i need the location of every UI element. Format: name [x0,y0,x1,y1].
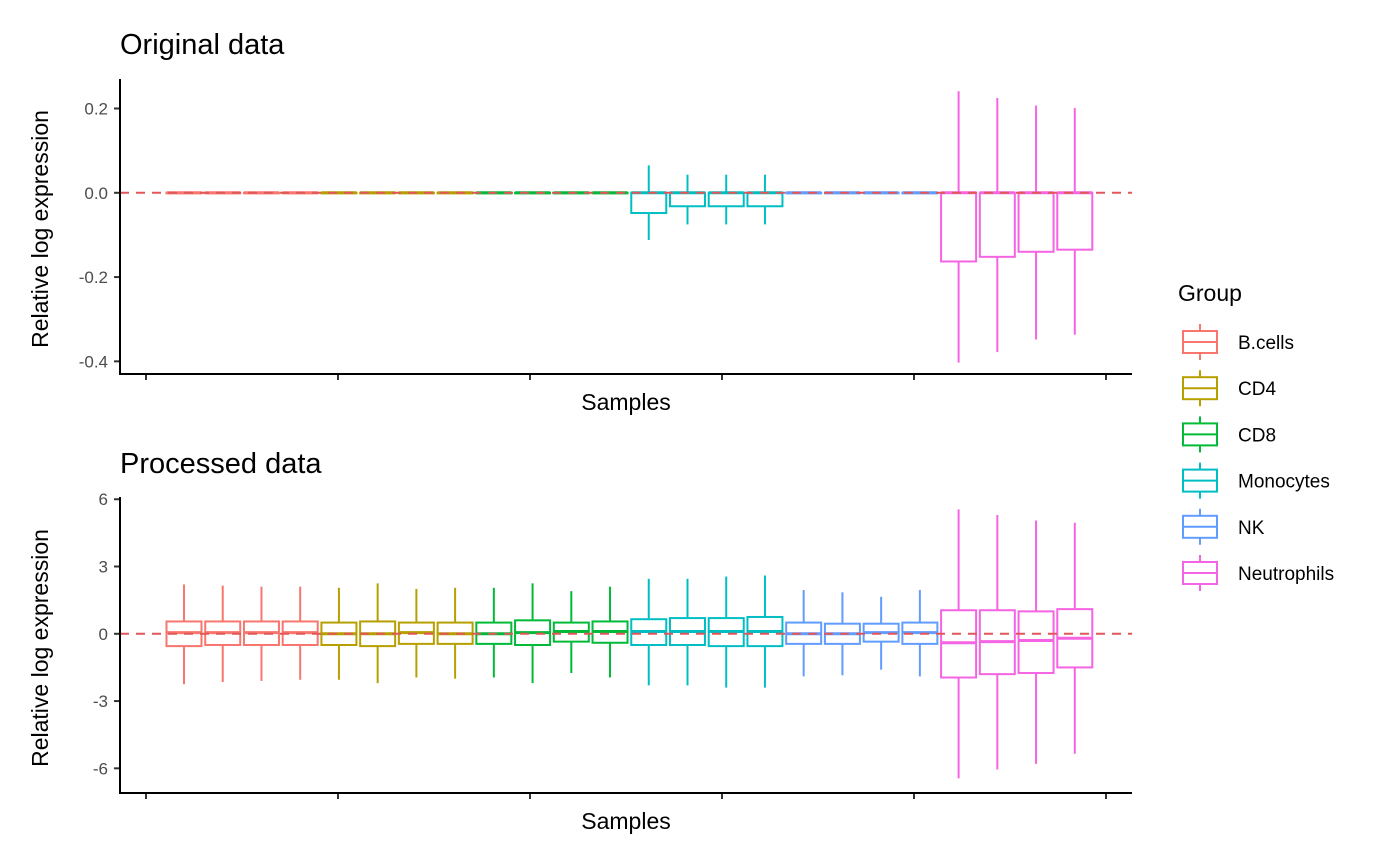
box-neutrophils [1056,522,1094,754]
y-tick-label: 0.2 [84,100,108,119]
box-neutrophils [1017,105,1055,340]
legend-label: CD4 [1238,379,1276,400]
box-cd8 [552,591,590,674]
y-tick-label: -0.2 [79,268,108,287]
box-cd8 [514,583,552,684]
panel-title: Processed data [120,448,322,480]
legend-label: Monocytes [1238,472,1330,493]
y-ticks: 6 3 0 -3 -6 [93,490,120,778]
x-axis-title: Samples [581,389,670,415]
box-neutrophils [1056,108,1094,335]
box-neutrophils [940,509,978,779]
y-tick-label: -3 [93,692,108,711]
boxes [165,509,1094,779]
y-axis-title: Relative log expression [27,110,53,348]
legend: Group B.cells CD4 CD8 Monocytes NK Neutrophil… [1178,280,1334,591]
box-iqr [1017,191,1055,253]
legend-item-cd8: CD8 [1182,416,1276,453]
y-tick-label: 0 [99,625,108,644]
legend-label: CD8 [1238,425,1276,446]
box-neutrophils [978,97,1016,353]
box-iqr [668,191,706,208]
box-monocytes [746,575,784,688]
x-axis-title: Samples [581,808,670,834]
y-tick-label: -0.4 [79,352,108,371]
y-tick-label: -6 [93,759,108,778]
legend-label: B.cells [1238,333,1294,354]
box-monocytes [707,576,745,688]
box-nk [862,596,900,670]
box-monocytes [746,174,784,225]
box-nk [901,590,939,677]
y-tick-label: 0.0 [84,184,108,203]
box-monocytes [668,578,706,686]
box-iqr [1017,610,1055,675]
box-neutrophils [1017,520,1055,764]
y-axis-title: Relative log expression [27,529,53,767]
boxes [165,91,1094,363]
box-iqr [746,191,784,208]
legend-label: NK [1238,518,1265,539]
box-cd8 [591,586,629,678]
box-b-cells [242,586,280,681]
box-neutrophils [978,514,1016,770]
y-ticks: 0.2 0.0 -0.2 -0.4 [79,100,120,371]
legend-items: B.cells CD4 CD8 Monocytes NK Neutrophils [1182,324,1334,591]
panel-title: Original data [120,29,285,61]
box-monocytes [707,174,745,225]
legend-item-cd4: CD4 [1182,370,1276,407]
box-neutrophils [940,91,978,363]
box-iqr [940,191,978,263]
legend-item-nk: NK [1182,508,1265,545]
box-monocytes [630,578,668,686]
box-iqr [1056,191,1094,251]
legend-title: Group [1178,280,1242,306]
box-iqr [630,191,668,215]
legend-item-monocytes: Monocytes [1182,462,1330,499]
box-iqr [978,191,1016,258]
panel-original: Original data Relative log expression Sa… [27,29,1132,415]
y-tick-label: 6 [99,490,108,509]
legend-item-neutrophils: Neutrophils [1182,555,1334,591]
box-monocytes [630,165,668,240]
box-iqr [707,191,745,208]
box-monocytes [668,174,706,225]
box-cd8 [475,587,513,678]
legend-label: Neutrophils [1238,564,1334,585]
panel-processed: Processed data Relative log expression S… [27,448,1132,834]
legend-item-b-cells: B.cells [1182,324,1294,360]
y-tick-label: 3 [99,558,108,577]
